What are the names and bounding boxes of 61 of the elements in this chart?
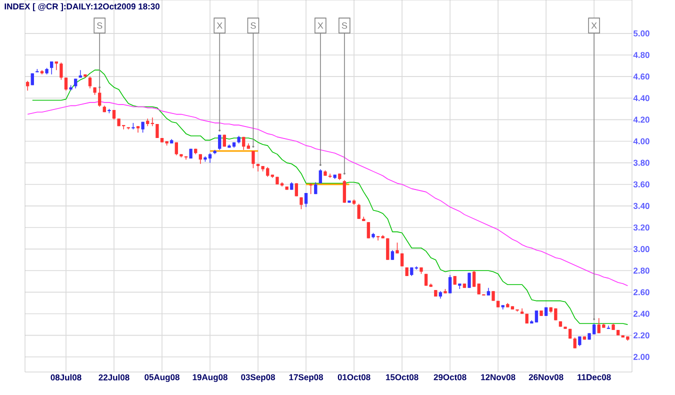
y-tick-label: 3.80 (633, 160, 650, 166)
x-tick-label: 17Sep08 (289, 374, 324, 382)
x-tick-label: 12Nov08 (481, 374, 516, 380)
candlestick (472, 270, 476, 288)
y-tick-label: 5.00 (633, 30, 650, 36)
y-tick-label: 3.60 (633, 181, 650, 188)
y-tick-label: 2.60 (634, 289, 650, 296)
candlestick (64, 77, 68, 91)
candlestick (88, 76, 92, 89)
candlestick (573, 337, 576, 349)
candlestick (60, 62, 63, 80)
candlestick (492, 290, 495, 302)
candlestick (50, 61, 54, 75)
data-label: S (250, 22, 256, 29)
x-tick-label: 03Sep08 (241, 374, 276, 382)
x-tick-label: 19Aug08 (192, 374, 228, 382)
candlestick (390, 250, 394, 260)
y-tick-label: 3.40 (633, 202, 650, 209)
y-tick-label: 4.60 (633, 74, 650, 80)
y-tick-label: 2.40 (634, 310, 650, 317)
y-tick-label: 4.20 (633, 116, 650, 123)
x-tick-label: 08Jul08 (50, 374, 82, 380)
x-tick-label: 29Oct08 (434, 374, 466, 380)
data-label: X (216, 22, 222, 29)
x-tick-label: 05Aug08 (144, 374, 180, 382)
y-tick-label: 2.00 (634, 354, 650, 360)
candlestick (400, 253, 404, 267)
candlestick (74, 78, 78, 89)
candlestick (198, 154, 202, 164)
y-tick-label: 4.40 (633, 95, 650, 102)
y-tick-label: 2.20 (634, 332, 650, 338)
candlestick (218, 134, 222, 150)
candlestick (26, 80, 30, 91)
candlestick (252, 150, 255, 169)
y-tick-label: 3.00 (633, 246, 650, 252)
candlestick (366, 222, 370, 239)
x-tick-label: 22Jul08 (98, 374, 130, 380)
x-tick-label: 01Oct08 (338, 374, 370, 380)
y-tick-label: 3.20 (633, 224, 650, 231)
y-tick-label: 4.00 (633, 138, 650, 144)
data-label: S (342, 22, 348, 29)
candlestick (304, 192, 308, 208)
candlestick (357, 203, 360, 220)
y-tick-label: 2.80 (634, 268, 650, 274)
candlestick (386, 238, 390, 260)
chart-title: INDEX [ @CR ]:DAILY:12Oct2009 18:30 (4, 3, 160, 12)
candlestick (448, 274, 452, 294)
data-label: X (591, 22, 597, 29)
candlestick (396, 242, 399, 254)
x-tick-label: 11Dec08 (578, 374, 611, 380)
candlestick (174, 142, 178, 156)
data-label: S (97, 22, 102, 29)
candlestick (242, 136, 246, 150)
y-tick-label: 4.80 (633, 52, 650, 58)
candlestick (318, 168, 322, 184)
x-tick-label: 26Nov08 (528, 374, 564, 380)
candlestick (477, 283, 480, 295)
data-label: X (318, 22, 324, 29)
candlestick (468, 272, 471, 288)
candlestick (342, 180, 346, 204)
x-tick-label: 15Oct08 (386, 374, 418, 380)
